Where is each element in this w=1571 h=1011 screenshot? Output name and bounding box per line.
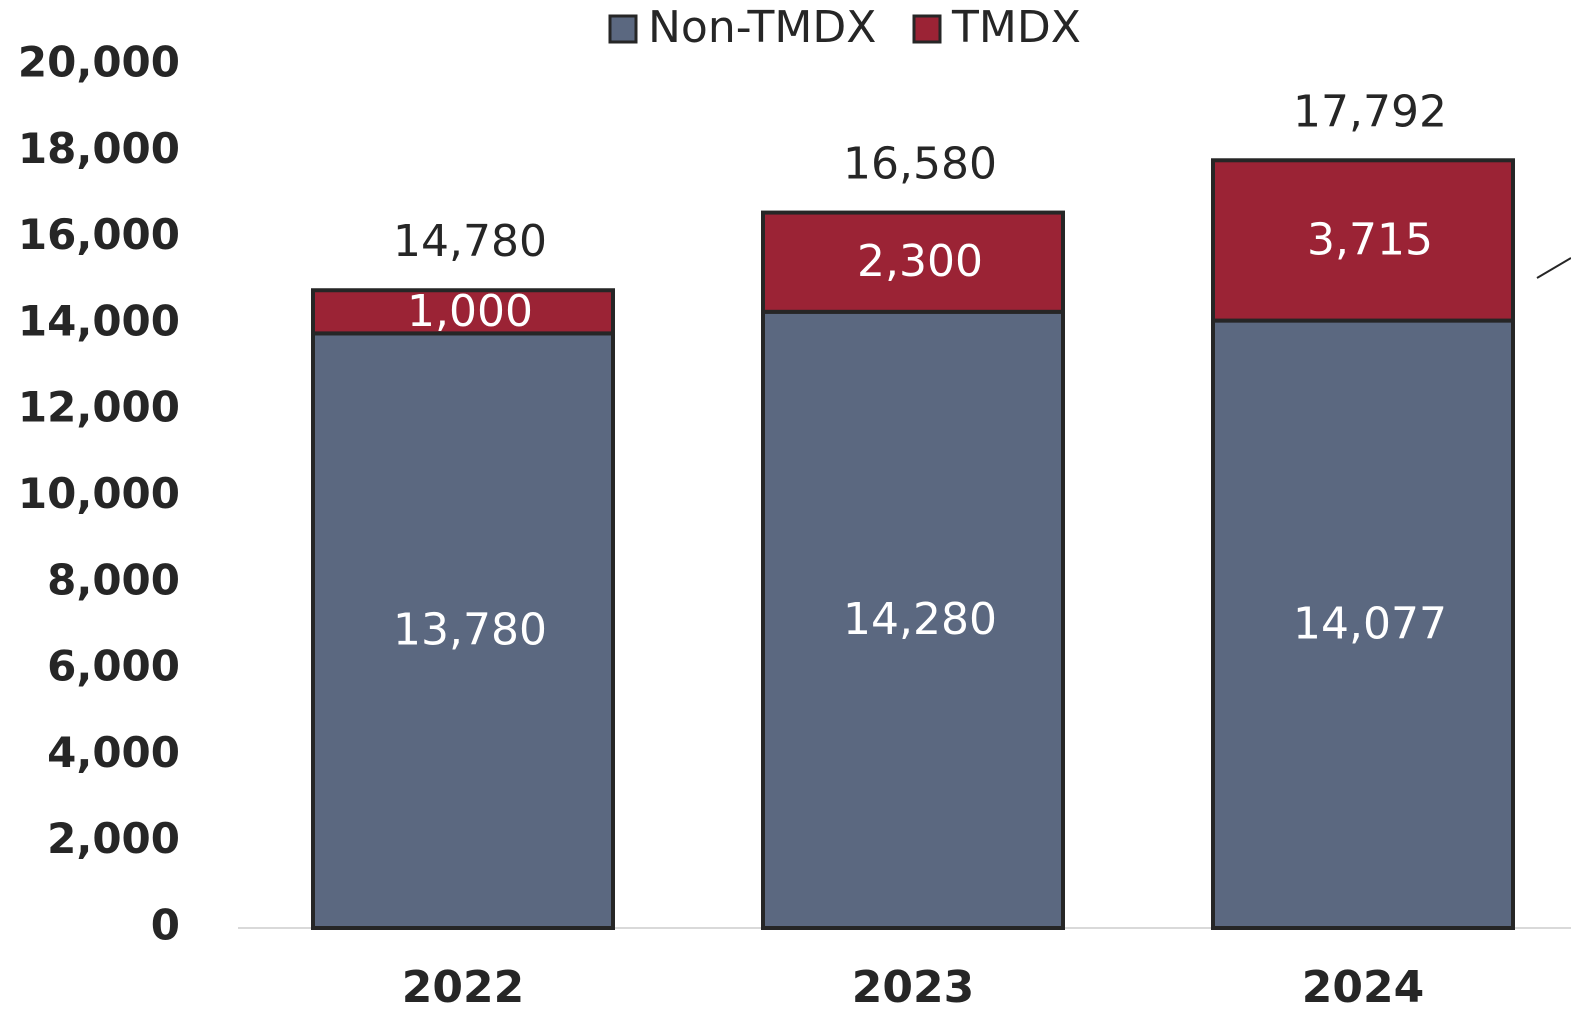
- x-tick-label: 2022: [402, 962, 524, 1011]
- value-label: 13,780: [393, 605, 547, 656]
- y-tick-label: 20,000: [18, 38, 180, 87]
- total-label: 14,780: [393, 216, 547, 267]
- y-tick-label: 0: [151, 901, 180, 950]
- value-label: 2,300: [857, 236, 983, 287]
- y-tick-label: 10,000: [18, 469, 180, 518]
- x-tick-label: 2024: [1302, 962, 1424, 1011]
- y-tick-label: 16,000: [18, 210, 180, 259]
- bar-segment: [1211, 318, 1515, 930]
- bar-segment: [311, 288, 615, 336]
- bar-segment: [1211, 158, 1515, 323]
- legend-label: Non-TMDX: [648, 2, 876, 53]
- value-label: 14,280: [843, 594, 997, 645]
- total-label: 17,792: [1293, 86, 1447, 137]
- y-tick-label: 2,000: [47, 814, 180, 863]
- y-tick-label: 12,000: [18, 383, 180, 432]
- value-label: 14,077: [1293, 598, 1447, 649]
- value-label: 1,000: [407, 286, 533, 337]
- y-tick-label: 6,000: [47, 642, 180, 691]
- x-tick-label: 2023: [852, 962, 974, 1011]
- y-tick-label: 8,000: [47, 555, 180, 604]
- y-tick-label: 14,000: [18, 296, 180, 345]
- y-tick-label: 18,000: [18, 124, 180, 173]
- legend-swatch: [912, 14, 942, 44]
- bar-segment: [311, 331, 615, 930]
- total-label: 16,580: [843, 139, 997, 190]
- value-label: 3,715: [1307, 214, 1433, 265]
- legend-swatch: [608, 14, 638, 44]
- bar-segment: [761, 210, 1065, 314]
- annotation-pointer: [1536, 257, 1571, 279]
- y-tick-label: 4,000: [47, 728, 180, 777]
- legend-label: TMDX: [951, 2, 1081, 53]
